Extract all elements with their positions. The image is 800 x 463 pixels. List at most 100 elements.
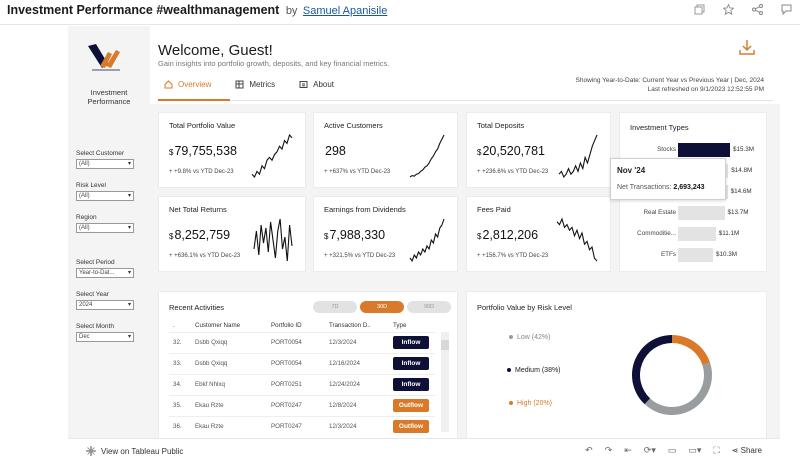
- investment-type-value: $10.3M: [716, 251, 738, 258]
- table-cell: 34.: [169, 373, 191, 395]
- type-badge: Outflow: [393, 420, 429, 434]
- customer-select[interactable]: (All): [76, 159, 134, 169]
- download-icon[interactable]: [738, 38, 756, 56]
- type-badge: Outflow: [393, 399, 429, 412]
- star-icon[interactable]: [722, 3, 735, 16]
- investment-type-row[interactable]: Real Estate $13.7M: [620, 206, 768, 220]
- investment-type-bar[interactable]: [678, 248, 713, 262]
- sidebar: Investment Performance Select Customer (…: [68, 26, 150, 438]
- pill-30d[interactable]: 30D: [360, 301, 404, 313]
- filter-label: Select Year: [76, 291, 109, 298]
- legend-item[interactable]: Low (42%): [509, 334, 550, 341]
- welcome-title: Welcome, Guest!: [158, 42, 273, 59]
- year-select[interactable]: 2024: [76, 300, 134, 310]
- legend-swatch: [509, 335, 513, 340]
- tooltip-body: Net Transactions: 2,693,243: [617, 184, 705, 191]
- filter-label: Select Customer: [76, 150, 125, 157]
- filter-customer: Select Customer (All): [76, 150, 134, 169]
- table-cell: Dsbb Qxiqq: [191, 331, 267, 353]
- kpi-change: + +637% vs YTD Dec-23: [324, 169, 391, 175]
- column-header[interactable]: Customer Name: [195, 322, 241, 330]
- share-icon[interactable]: [752, 4, 763, 15]
- table-cell: Inflow: [389, 373, 435, 395]
- investment-type-bar[interactable]: [678, 206, 725, 220]
- table-scrollbar[interactable]: [441, 332, 449, 432]
- copy-icon[interactable]: [694, 4, 705, 15]
- table-cell: 12/16/2024: [325, 352, 389, 374]
- redo-icon[interactable]: ↷: [604, 445, 613, 455]
- risk-level-select[interactable]: (All): [76, 191, 134, 201]
- column-header[interactable]: Portfolio ID: [271, 322, 302, 330]
- table-row[interactable]: 32. Dsbb Qxiqq PORT0054 12/3/2024 Inflow: [169, 331, 435, 353]
- investment-type-value: $15.3M: [733, 146, 755, 153]
- author-link[interactable]: Samuel Apanisile: [302, 5, 388, 17]
- share-footer-icon: ⋖: [731, 446, 741, 455]
- pill-90d[interactable]: 90D: [407, 301, 451, 313]
- kpi-number: 79,755,538: [174, 144, 238, 158]
- kpi-total-portfolio-value[interactable]: Total Portfolio Value $79,755,538 + +9.8…: [158, 112, 306, 188]
- table-row[interactable]: 36. Ekau Rzte PORT0247 12/3/2024 Outflow: [169, 415, 435, 437]
- comment-icon[interactable]: [781, 4, 792, 16]
- info-icon: [299, 81, 308, 88]
- pill-7d[interactable]: 7D: [313, 301, 357, 313]
- welcome-subtitle: Gain insights into portfolio growth, dep…: [158, 59, 390, 68]
- investment-type-bar[interactable]: [678, 227, 716, 241]
- kpi-earnings-from-dividends[interactable]: Earnings from Dividends $7,988,330 + +32…: [313, 196, 458, 272]
- region-select[interactable]: (All): [76, 223, 134, 233]
- kpi-value: 298: [324, 144, 346, 158]
- tabs-divider: [158, 100, 773, 101]
- viz-title-line: Investment Performance #wealthmanagement…: [7, 3, 387, 17]
- kpi-number: 20,520,781: [482, 144, 546, 158]
- sparkline: [558, 134, 598, 179]
- donut-slice[interactable]: [672, 335, 711, 366]
- pause-icon[interactable]: ▭: [667, 445, 677, 455]
- table-row[interactable]: 35. Ekau Rzte PORT0247 12/8/2024 Outflow: [169, 394, 435, 416]
- scrollbar-thumb[interactable]: [441, 340, 449, 350]
- investment-type-row[interactable]: ETFs $10.3M: [620, 248, 768, 262]
- period-select[interactable]: Year-to-Dat...: [76, 268, 134, 278]
- refresh-icon[interactable]: ⟳▾: [643, 445, 656, 455]
- view-on-tableau-link[interactable]: View on Tableau Public: [86, 446, 183, 456]
- period-info: Showing Year-to-Date: Current Year vs Pr…: [576, 76, 765, 94]
- revert-icon[interactable]: ⇤: [624, 445, 632, 455]
- table-cell: 12/8/2024: [325, 394, 389, 416]
- sparkline: [253, 218, 293, 262]
- legend-swatch: [509, 401, 513, 406]
- top-bar: Investment Performance #wealthmanagement…: [0, 0, 800, 24]
- risk-donut-chart: [632, 335, 712, 415]
- kpi-currency: $: [169, 148, 174, 157]
- risk-chart-title: Portfolio Value by Risk Level: [477, 303, 572, 312]
- kpi-fees-paid[interactable]: Fees Paid $2,812,206 + +156.7% vs YTD De…: [466, 196, 611, 272]
- kpi-net-total-returns[interactable]: Net Total Returns $8,252,759 + +636.1% v…: [158, 196, 306, 272]
- share-button[interactable]: ⋖ Share: [732, 446, 762, 455]
- table-row[interactable]: 34. Ebkf Nhlxq PORT0251 12/24/2024 Inflow: [169, 373, 435, 395]
- footer-controls: ↶ ↷ ⇤ ⟳▾ ▭ ▭▾ ⛶ ⋖ Share: [585, 445, 762, 456]
- month-select[interactable]: Dec: [76, 332, 134, 342]
- donut-slice[interactable]: [644, 362, 712, 415]
- investment-type-row[interactable]: Commoditie... $11.1M: [620, 227, 768, 241]
- sparkline-tooltip: Nov '24 Net Transactions: 2,693,243: [610, 158, 726, 200]
- column-header[interactable]: Type: [393, 322, 407, 330]
- tab-about[interactable]: About: [299, 78, 334, 89]
- device-layout-icon[interactable]: ▭▾: [688, 445, 702, 455]
- legend-item[interactable]: High (20%): [509, 400, 552, 407]
- share-label: Share: [740, 446, 762, 455]
- legend-item[interactable]: Medium (38%): [507, 367, 561, 374]
- table-cell: 12/24/2024: [325, 373, 389, 395]
- tab-overview[interactable]: Overview: [164, 78, 211, 89]
- table-row[interactable]: 33. Dsbb Qxiqq PORT0054 12/16/2024 Inflow: [169, 352, 435, 374]
- investment-type-row[interactable]: Stocks $15.3M: [620, 143, 768, 157]
- donut-slice[interactable]: [632, 335, 672, 405]
- sparkline: [409, 218, 445, 263]
- kpi-value: $7,988,330: [324, 228, 385, 242]
- kpi-value: $2,812,206: [477, 228, 538, 242]
- sidebar-title-line2: Performance: [87, 97, 131, 106]
- kpi-total-deposits[interactable]: Total Deposits $20,520,781 + +236.6% vs …: [466, 112, 611, 188]
- fullscreen-icon[interactable]: ⛶: [713, 445, 720, 455]
- tab-metrics[interactable]: Metrics: [235, 78, 275, 89]
- column-header[interactable]: Transaction D..: [329, 322, 371, 330]
- investment-type-bar[interactable]: [678, 143, 730, 157]
- undo-icon[interactable]: ↶: [585, 445, 593, 455]
- kpi-active-customers[interactable]: Active Customers 298 + +637% vs YTD Dec-…: [313, 112, 458, 188]
- table-cell: 12/3/2024: [325, 331, 389, 353]
